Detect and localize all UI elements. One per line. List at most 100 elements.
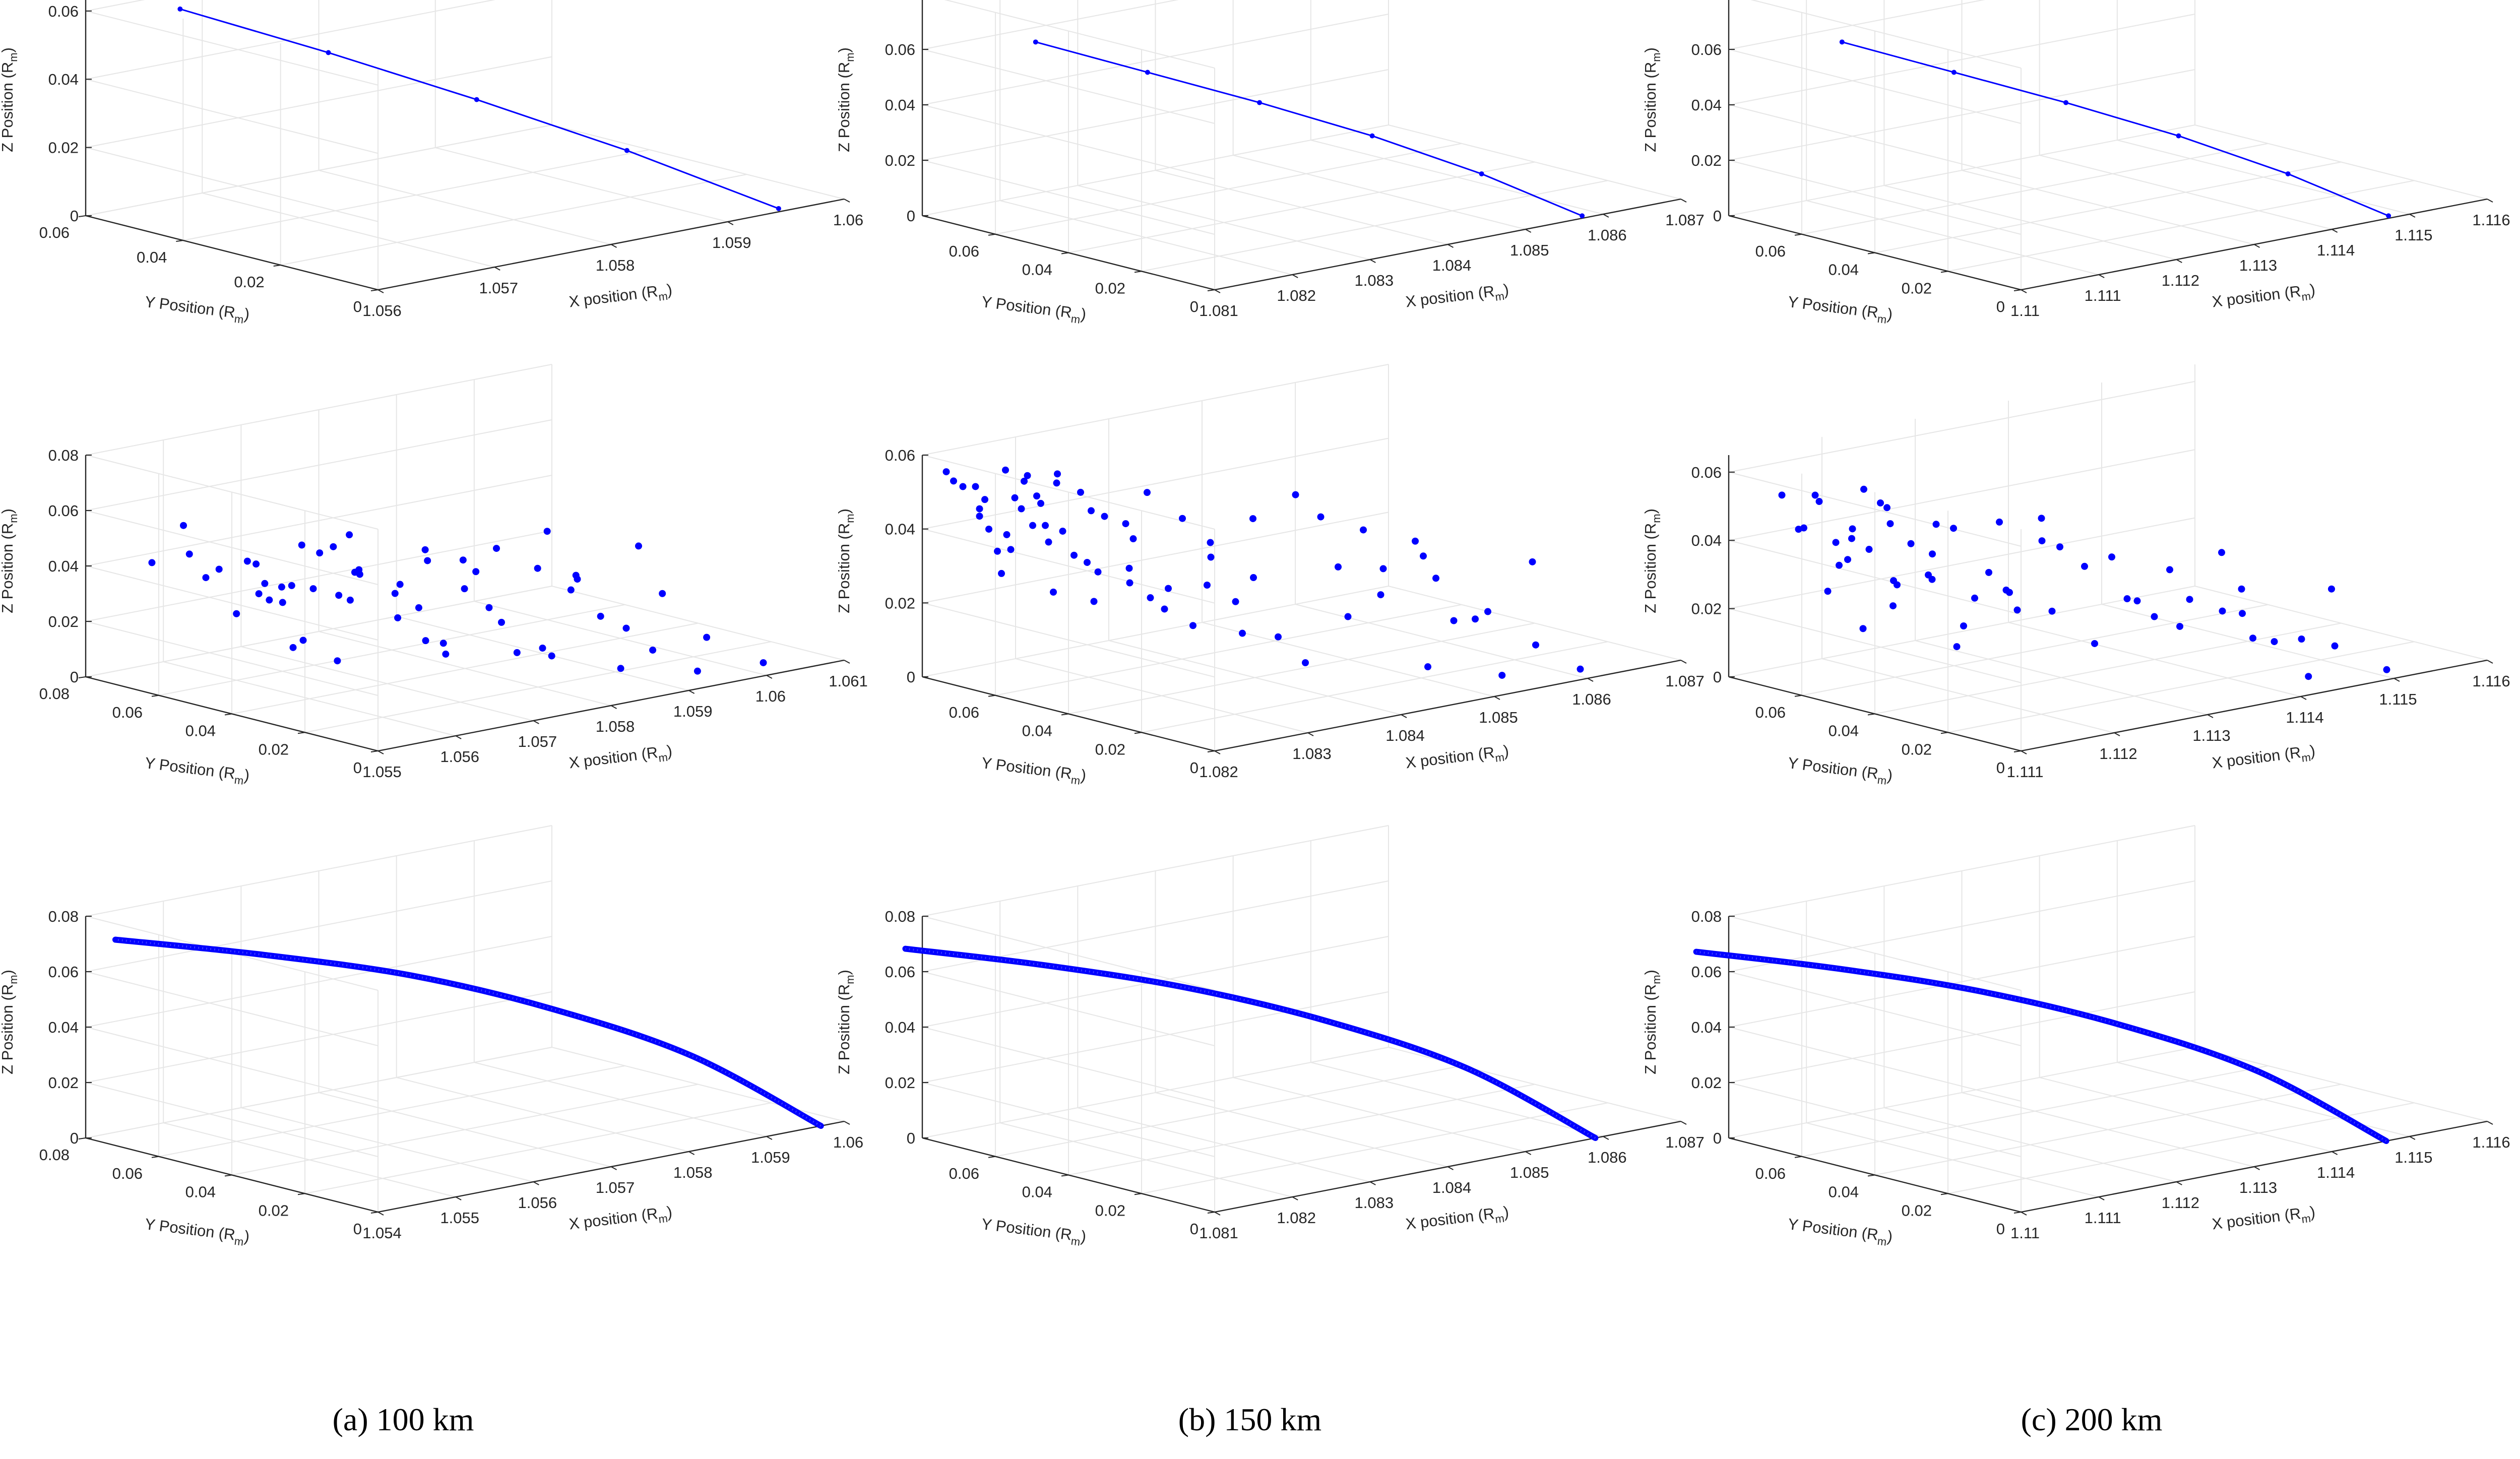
x-tick-label: 1.059 (751, 1149, 790, 1166)
data-point (635, 542, 642, 550)
grid-line (944, 0, 1215, 69)
y-tick (1061, 252, 1069, 255)
z-tick-label: 0 (70, 207, 79, 225)
grid-line (922, 124, 1389, 216)
x-tick-label: 1.112 (2099, 745, 2137, 763)
data-point (1129, 535, 1137, 543)
y-tick-label: 0.02 (1902, 740, 1932, 758)
x-tick (1525, 1151, 1532, 1155)
x-tick (1214, 750, 1221, 754)
grid-line (922, 971, 1215, 1046)
grid-line (435, 147, 728, 222)
series-line (112, 936, 824, 1129)
data-point (1239, 629, 1246, 637)
grid-line (1141, 641, 1608, 733)
data-point (233, 610, 240, 617)
x-tick (2409, 214, 2416, 218)
y-tick (1794, 1156, 1802, 1158)
x-tick (1292, 274, 1298, 278)
data-point (1929, 550, 1936, 558)
data-point (2285, 171, 2291, 176)
data-point (279, 599, 286, 606)
x-tick-label: 1.114 (2317, 1164, 2355, 1181)
x-tick (2021, 289, 2027, 293)
x-tick-label: 1.058 (596, 257, 635, 274)
y-axis-label: Y Position (Rm) (980, 754, 1088, 788)
x-tick-label: 1.059 (673, 703, 713, 720)
y-tick (2013, 1212, 2022, 1214)
x-tick-label: 1.112 (2162, 272, 2199, 289)
data-point (1317, 513, 1325, 521)
data-point (421, 546, 429, 553)
data-point (2305, 673, 2312, 680)
z-tick-label: 0.06 (885, 447, 915, 464)
grid-line (85, 0, 496, 80)
z-axis-label: Z Position (Rm) (1642, 970, 1663, 1074)
x-tick-label: 1.116 (2472, 1133, 2510, 1151)
data-point (1577, 665, 1584, 673)
x-tick-label: 1.115 (2395, 1149, 2432, 1166)
data-point (776, 206, 781, 211)
x-tick (2300, 696, 2307, 700)
data-point (2013, 606, 2021, 614)
grid-line (1801, 1065, 2269, 1157)
data-point (972, 483, 979, 490)
x-tick (844, 1121, 850, 1125)
grid-line (85, 621, 379, 696)
grid-line (922, 1047, 1389, 1138)
z-tick-label: 0.02 (1691, 152, 1722, 169)
y-tick-label: 0.02 (234, 273, 264, 291)
y-tick (988, 1156, 996, 1158)
y-tick (1207, 750, 1215, 752)
grid-line (231, 622, 699, 715)
z-tick-label: 0 (1713, 1129, 1722, 1147)
z-tick-label: 0.08 (885, 908, 915, 925)
grid (1728, 364, 2488, 751)
data-point (694, 667, 701, 675)
grid-line (280, 174, 747, 266)
grid-line (319, 170, 611, 245)
x-tick-label: 1.087 (1665, 1133, 1705, 1151)
x-tick-label: 1.083 (1355, 272, 1394, 289)
grid-line (1801, 604, 2269, 696)
data-point (1053, 479, 1060, 487)
z-tick-label: 0 (907, 207, 915, 225)
y-tick (988, 233, 996, 236)
y-tick-label: 0.02 (259, 740, 289, 758)
grid-line (1728, 380, 2195, 473)
x-tick-label: 1.085 (1510, 1164, 1549, 1181)
data-point (1144, 489, 1151, 496)
grid-line (922, 880, 1389, 972)
data-point (2081, 562, 2088, 570)
grid-line (85, 475, 552, 566)
data-point (1033, 39, 1038, 45)
data-point (2239, 610, 2246, 617)
x-tick (1307, 732, 1314, 736)
grid-line (551, 124, 845, 200)
x-tick (727, 221, 734, 225)
grid-line (85, 530, 552, 622)
x-tick-label: 1.061 (829, 672, 868, 690)
z-tick-label: 0.04 (1691, 532, 1722, 549)
data-point (346, 596, 354, 604)
y-axis-label: Y Position (Rm) (144, 1215, 251, 1249)
data-point (1207, 553, 1215, 561)
data-point (474, 97, 479, 102)
y-tick-label: 0.02 (1095, 740, 1125, 758)
data-point (2151, 613, 2158, 620)
data-point (1580, 213, 1585, 219)
data-point (289, 644, 297, 651)
x-tick (1214, 289, 1221, 293)
panel-2-3: 1.111 1.112 1.113 1.114 1.115 1.116 0 0.02 0.04 0… (1642, 364, 2510, 787)
data-point (1011, 494, 1019, 501)
data-point (2176, 622, 2183, 630)
x-tick (1292, 1196, 1298, 1200)
x-tick-label: 1.084 (1385, 727, 1425, 744)
data-point (1024, 472, 1031, 479)
x-tick (2487, 1121, 2493, 1125)
grid-line (85, 56, 552, 148)
x-tick-label: 1.057 (596, 1179, 635, 1196)
grid-line (1728, 916, 2022, 991)
data-point (1050, 588, 1057, 596)
